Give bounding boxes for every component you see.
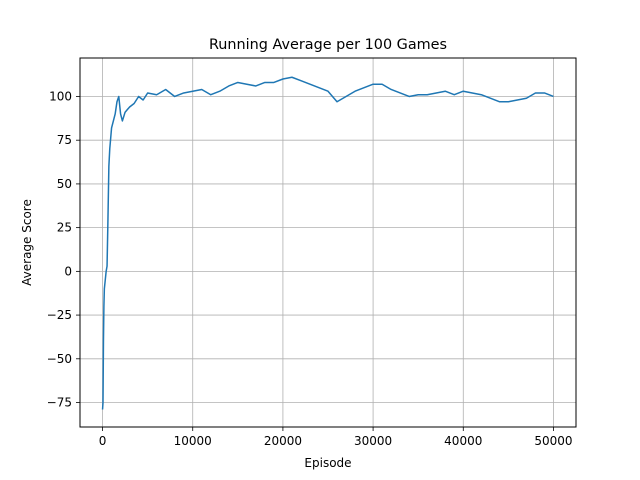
y-tick-label: −75 xyxy=(47,396,72,410)
plot-frame xyxy=(79,57,577,428)
x-axis: 0 10000 20000 30000 40000 50000 xyxy=(99,427,573,448)
y-tick-label: 75 xyxy=(57,133,72,147)
x-tick-label: 40000 xyxy=(444,434,482,448)
y-tick-label: −50 xyxy=(47,352,72,366)
y-tick-label: 50 xyxy=(57,177,72,191)
y-tick-label: −25 xyxy=(47,308,72,322)
series-line xyxy=(101,76,554,410)
y-axis: −75 −50 −25 0 25 50 75 100 xyxy=(47,89,80,410)
series-layer xyxy=(101,76,554,410)
y-tick-label: 100 xyxy=(49,89,72,103)
x-tick-label: 50000 xyxy=(534,434,572,448)
x-axis-label: Episode xyxy=(304,456,351,470)
y-tick-label: 0 xyxy=(64,264,72,278)
x-tick-label: 20000 xyxy=(264,434,302,448)
grid-lines xyxy=(80,58,576,427)
x-tick-label: 0 xyxy=(99,434,107,448)
chart-title: Running Average per 100 Games xyxy=(209,37,447,53)
y-tick-label: 25 xyxy=(57,221,72,235)
y-axis-label: Average Score xyxy=(20,199,34,286)
x-tick-label: 30000 xyxy=(354,434,392,448)
x-tick-label: 10000 xyxy=(174,434,212,448)
